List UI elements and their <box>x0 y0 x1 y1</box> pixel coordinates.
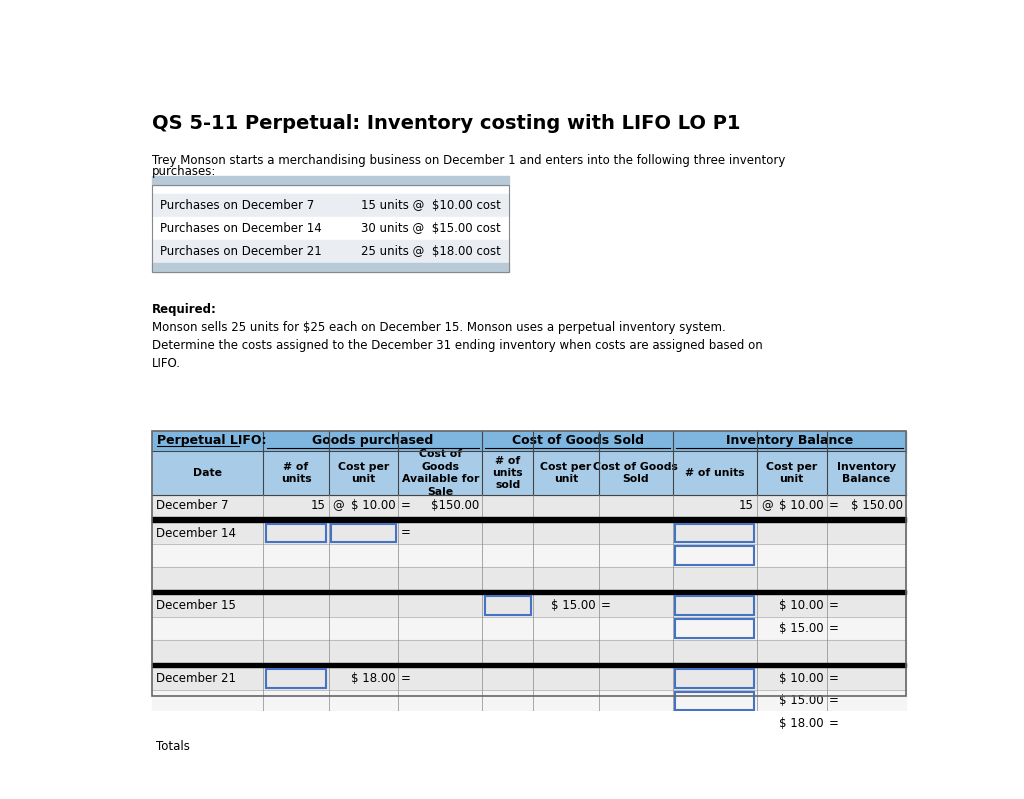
Text: Cost per
unit: Cost per unit <box>541 462 592 484</box>
Text: =: = <box>829 694 839 707</box>
Text: $ 10.00: $ 10.00 <box>779 499 823 512</box>
Bar <box>676 547 755 565</box>
Text: =: = <box>400 499 411 512</box>
Text: Monson sells 25 units for $25 each on December 15. Monson uses a perpetual inven: Monson sells 25 units for $25 each on De… <box>152 321 763 370</box>
Bar <box>266 523 327 543</box>
Text: Cost of Goods
Sold: Cost of Goods Sold <box>593 462 678 484</box>
Bar <box>152 194 509 217</box>
Text: $ 15.00: $ 15.00 <box>779 622 823 635</box>
Text: Inventory
Balance: Inventory Balance <box>837 462 896 484</box>
Text: @: @ <box>333 499 344 512</box>
Bar <box>676 596 755 615</box>
Text: Purchases on December 14: Purchases on December 14 <box>160 222 322 235</box>
Text: =: = <box>400 527 411 539</box>
Bar <box>152 590 905 594</box>
Bar <box>152 735 905 758</box>
Bar <box>152 662 905 667</box>
Text: 15: 15 <box>310 499 326 512</box>
Text: Goods purchased: Goods purchased <box>312 434 433 447</box>
Bar <box>152 217 509 240</box>
Text: # of units: # of units <box>685 468 744 478</box>
Bar <box>676 692 755 710</box>
Text: December 14: December 14 <box>156 527 236 539</box>
Bar <box>331 523 396 543</box>
Text: $ 10.00: $ 10.00 <box>779 672 823 685</box>
Text: $ 10.00: $ 10.00 <box>779 599 823 612</box>
Bar <box>152 544 905 567</box>
Bar <box>152 176 509 185</box>
Bar <box>676 669 755 687</box>
Text: 15 units @  $10.00 cost: 15 units @ $10.00 cost <box>361 199 501 213</box>
Bar <box>152 431 905 451</box>
Bar <box>676 619 755 638</box>
Text: December 21: December 21 <box>156 672 236 685</box>
Bar <box>152 617 905 640</box>
Bar <box>152 185 509 272</box>
Text: Perpetual LIFO:: Perpetual LIFO: <box>157 434 266 447</box>
Bar <box>152 495 905 517</box>
Bar <box>152 567 905 590</box>
Text: $ 18.00: $ 18.00 <box>779 718 823 730</box>
Text: $ 150.00: $ 150.00 <box>851 499 902 512</box>
Bar <box>152 667 905 690</box>
Text: QS 5-11 Perpetual: Inventory costing with LIFO LO P1: QS 5-11 Perpetual: Inventory costing wit… <box>152 114 740 133</box>
Text: Date: Date <box>194 468 222 478</box>
Text: Purchases on December 7: Purchases on December 7 <box>160 199 314 213</box>
Text: =: = <box>829 599 839 612</box>
Text: December 7: December 7 <box>156 499 228 512</box>
Text: December 15: December 15 <box>156 599 236 612</box>
Text: # of
units
sold: # of units sold <box>493 455 523 491</box>
Text: =: = <box>829 622 839 635</box>
Text: =: = <box>601 599 611 612</box>
Text: Trey Monson starts a merchandising business on December 1 and enters into the fo: Trey Monson starts a merchandising busin… <box>152 154 785 167</box>
Bar <box>152 451 905 495</box>
Text: =: = <box>400 672 411 685</box>
Bar <box>676 714 755 733</box>
Bar <box>266 669 327 687</box>
Text: =: = <box>829 499 839 512</box>
Text: =: = <box>829 718 839 730</box>
Text: Cost of
Goods
Available for
Sale: Cost of Goods Available for Sale <box>401 449 479 497</box>
Text: 25 units @  $18.00 cost: 25 units @ $18.00 cost <box>361 244 501 258</box>
Bar <box>152 517 905 522</box>
Text: $ 15.00: $ 15.00 <box>779 694 823 707</box>
Text: purchases:: purchases: <box>152 165 216 178</box>
Text: $ 15.00: $ 15.00 <box>551 599 595 612</box>
Bar <box>152 431 905 696</box>
Text: 15: 15 <box>738 499 754 512</box>
Text: # of
units: # of units <box>281 462 311 484</box>
Text: @: @ <box>761 499 772 512</box>
Text: $150.00: $150.00 <box>431 499 479 512</box>
Text: Inventory Balance: Inventory Balance <box>726 434 853 447</box>
Bar <box>676 523 755 543</box>
Text: 30 units @  $15.00 cost: 30 units @ $15.00 cost <box>361 222 501 235</box>
Bar <box>599 736 672 757</box>
Text: Cost per
unit: Cost per unit <box>766 462 817 484</box>
Bar <box>484 596 531 615</box>
Text: Cost of Goods Sold: Cost of Goods Sold <box>512 434 644 447</box>
Text: Required:: Required: <box>152 303 217 316</box>
Bar <box>152 713 905 735</box>
Bar <box>827 736 905 757</box>
Bar <box>152 594 905 617</box>
Text: Cost per
unit: Cost per unit <box>338 462 389 484</box>
Text: Purchases on December 21: Purchases on December 21 <box>160 244 322 258</box>
Text: =: = <box>829 672 839 685</box>
Text: $ 10.00: $ 10.00 <box>350 499 395 512</box>
Bar <box>152 263 509 272</box>
Bar <box>152 690 905 713</box>
Bar <box>152 640 905 662</box>
Text: Totals: Totals <box>156 740 189 753</box>
Text: $ 18.00: $ 18.00 <box>350 672 395 685</box>
Bar <box>152 240 509 263</box>
Bar <box>152 522 905 544</box>
